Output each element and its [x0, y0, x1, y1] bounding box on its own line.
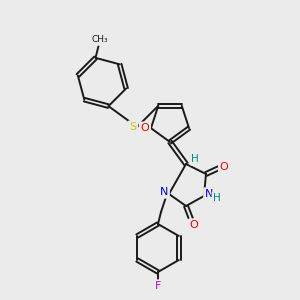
Text: S: S: [129, 122, 137, 132]
Text: CH₃: CH₃: [91, 35, 108, 44]
Text: O: O: [220, 162, 228, 172]
Text: F: F: [155, 281, 161, 291]
Text: H: H: [191, 154, 199, 164]
Text: O: O: [141, 123, 149, 133]
Text: H: H: [213, 193, 221, 203]
Text: N: N: [160, 187, 168, 197]
Text: O: O: [190, 220, 198, 230]
Text: N: N: [205, 189, 213, 199]
